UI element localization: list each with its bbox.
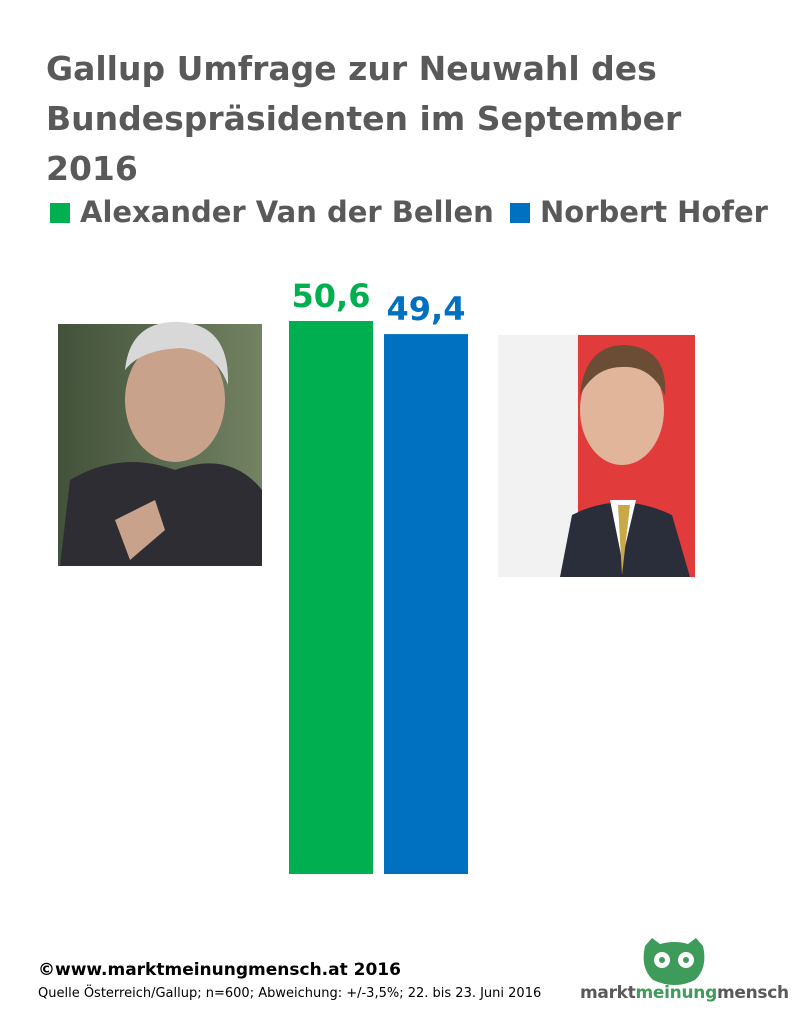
logo-part: meinung xyxy=(635,983,718,1003)
chart-title: Gallup Umfrage zur Neuwahl des Bundesprä… xyxy=(46,49,682,188)
logo: marktmeinungmensch xyxy=(580,983,789,1003)
photo-left xyxy=(58,321,262,566)
bar xyxy=(384,334,468,874)
logo-part: markt xyxy=(580,983,636,1003)
legend-swatch xyxy=(510,203,530,223)
legend-label: Alexander Van der Bellen xyxy=(80,195,494,229)
source-note: Quelle Österreich/Gallup; n=600; Abweich… xyxy=(38,986,542,1001)
logo-part: mensch xyxy=(716,983,789,1003)
value-label: 49,4 xyxy=(387,290,466,328)
legend-label: Norbert Hofer xyxy=(540,195,769,229)
value-label: 50,6 xyxy=(292,277,371,315)
legend-swatch xyxy=(50,203,70,223)
copyright: ©www.marktmeinungmensch.at 2016 xyxy=(38,960,401,980)
photo-right xyxy=(498,335,695,577)
bar xyxy=(289,321,373,874)
